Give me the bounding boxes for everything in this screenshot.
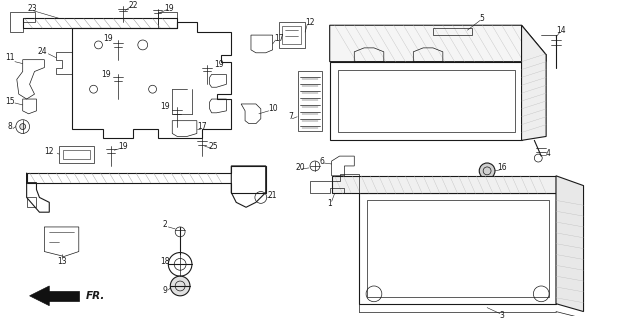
Text: FR.: FR.: [86, 291, 105, 301]
Text: 24: 24: [38, 47, 47, 56]
Text: 22: 22: [128, 1, 138, 10]
Text: 6: 6: [319, 156, 324, 165]
Text: 7: 7: [288, 112, 292, 121]
Polygon shape: [332, 176, 556, 194]
Text: 19: 19: [118, 142, 128, 151]
Polygon shape: [44, 291, 79, 301]
Text: 10: 10: [268, 104, 278, 113]
Text: 20: 20: [296, 164, 305, 172]
Text: 9: 9: [163, 286, 168, 295]
Text: 19: 19: [104, 34, 113, 43]
Text: 19: 19: [101, 70, 111, 79]
Text: 19: 19: [215, 60, 224, 69]
Polygon shape: [30, 286, 49, 306]
Text: 15: 15: [5, 97, 15, 106]
Text: 1: 1: [327, 199, 332, 208]
Text: 17: 17: [197, 122, 207, 131]
Polygon shape: [330, 25, 546, 62]
Text: 18: 18: [161, 257, 170, 266]
Circle shape: [479, 163, 495, 179]
Text: 19: 19: [165, 4, 174, 13]
Text: 16: 16: [497, 164, 507, 172]
Text: 17: 17: [274, 34, 283, 43]
Text: 14: 14: [556, 26, 566, 35]
Text: 11: 11: [5, 53, 15, 62]
Text: 13: 13: [57, 257, 67, 266]
Text: 25: 25: [209, 142, 219, 151]
Circle shape: [170, 276, 190, 296]
Text: 2: 2: [163, 220, 168, 229]
Text: 5: 5: [480, 14, 484, 23]
Text: 12: 12: [45, 147, 54, 156]
Circle shape: [20, 124, 25, 130]
Text: 4: 4: [546, 149, 551, 158]
Text: 19: 19: [161, 102, 170, 111]
Text: 8: 8: [7, 122, 12, 131]
Text: 23: 23: [28, 4, 37, 13]
Text: 21: 21: [268, 191, 278, 200]
Text: 3: 3: [499, 311, 504, 320]
Text: 12: 12: [306, 18, 315, 27]
Polygon shape: [522, 25, 546, 140]
Polygon shape: [556, 176, 584, 312]
